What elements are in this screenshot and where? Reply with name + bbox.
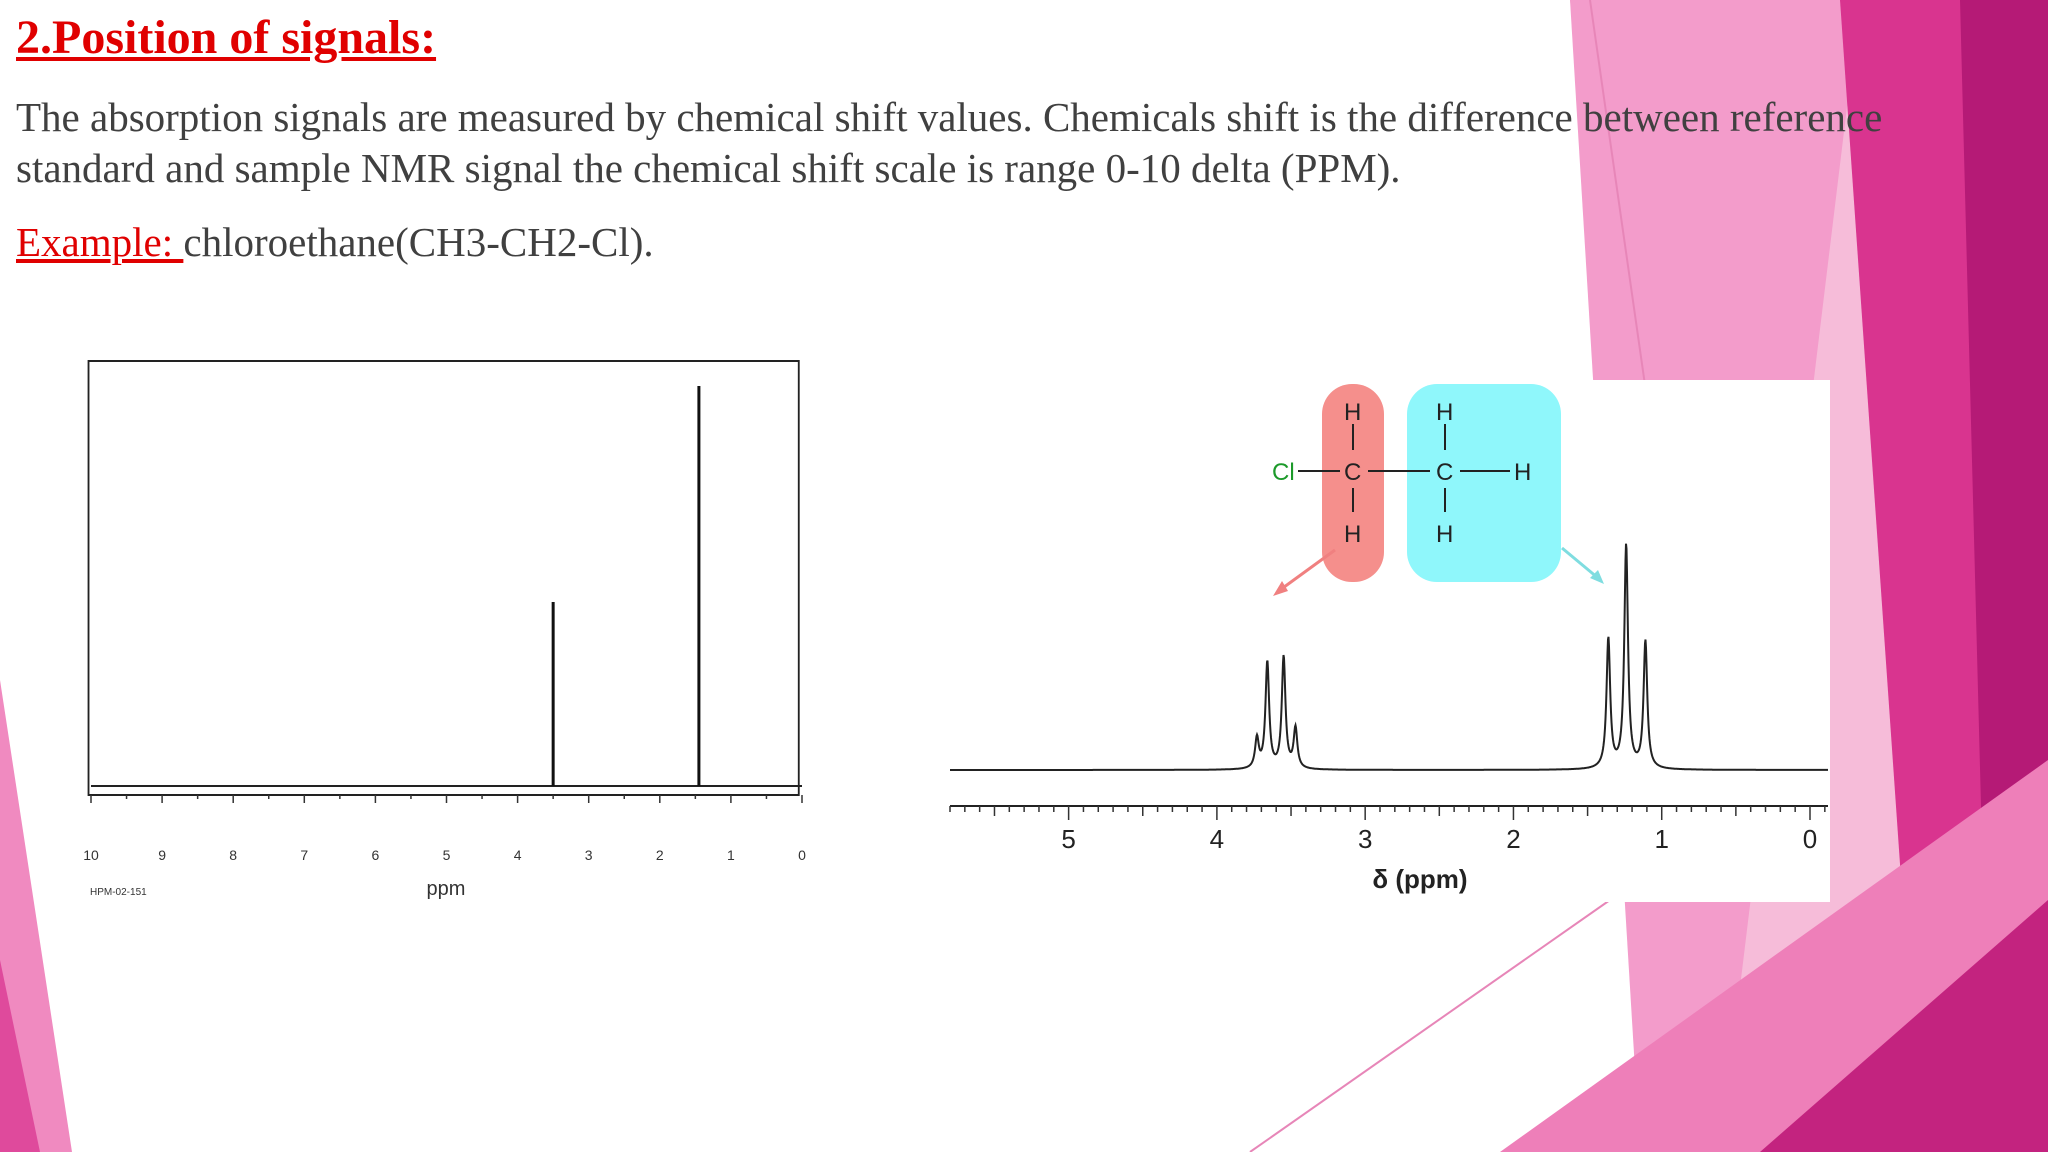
right-axis-label: δ (ppm) [1372, 864, 1467, 894]
chlorine-atom: Cl [1272, 459, 1295, 486]
right-tick-label: 2 [1506, 824, 1520, 854]
right-tick-label: 4 [1210, 824, 1224, 854]
left-tick-label: 8 [229, 847, 237, 863]
left-tick-label: 10 [83, 847, 99, 863]
hydrogen-c1-top: H [1344, 399, 1361, 426]
left-tick-label: 1 [727, 847, 735, 863]
left-nmr-spectrum: 10 9 8 7 6 5 4 3 2 1 0 ppm HPM-02-151 [60, 350, 830, 910]
decorative-thin-line-bottom [1249, 899, 1611, 1152]
bottom-right-magenta-wedge [1760, 900, 2048, 1152]
slide-title: 2.Position of signals: [16, 11, 437, 64]
left-plot-frame [87, 360, 800, 796]
hydrogen-c1-bottom: H [1344, 521, 1361, 548]
slide-paragraph: The absorption signals are measured by c… [16, 94, 1883, 191]
right-tick-label: 3 [1358, 824, 1372, 854]
left-tick-label: 3 [585, 847, 593, 863]
right-tick-label: 0 [1803, 824, 1817, 854]
carbon-2: C [1436, 459, 1453, 486]
ch3-arrow [1561, 546, 1599, 580]
carbon-1: C [1344, 459, 1361, 486]
left-magenta-wedge [0, 960, 40, 1152]
left-tick-label: 9 [158, 847, 166, 863]
left-pink-wedge [0, 680, 72, 1152]
molecule-diagram: Cl C C H H H H H [1272, 384, 1604, 596]
left-axis-label: ppm [427, 878, 466, 900]
example-line: Example: chloroethane(CH3-CH2-Cl). [16, 218, 654, 266]
right-tick-label: 5 [1061, 824, 1075, 854]
example-label: Example: [16, 219, 184, 265]
left-tick-label: 2 [656, 847, 664, 863]
decorative-thin-line [1589, 0, 1651, 421]
example-text: chloroethane(CH3-CH2-Cl). [183, 219, 654, 265]
ch3-highlight [1407, 384, 1561, 582]
ch2-arrow [1279, 548, 1336, 592]
hydrogen-c2-top: H [1436, 399, 1453, 426]
ch2-highlight [1322, 384, 1384, 582]
left-tick-label: 7 [300, 847, 308, 863]
right-nmr-spectrum: Cl C C H H H H H 5 4 3 2 1 0 δ (ppm) [930, 380, 1830, 902]
left-tick-label: 4 [514, 847, 522, 863]
left-spectrum-code: HPM-02-151 [90, 887, 147, 898]
left-tick-label: 0 [798, 847, 806, 863]
hydrogen-c2-bottom: H [1436, 521, 1453, 548]
right-tick-label: 1 [1654, 824, 1668, 854]
left-tick-label: 6 [372, 847, 380, 863]
left-tick-label: 5 [443, 847, 451, 863]
right-spectrum-trace [950, 543, 1828, 771]
hydrogen-right: H [1514, 459, 1531, 486]
